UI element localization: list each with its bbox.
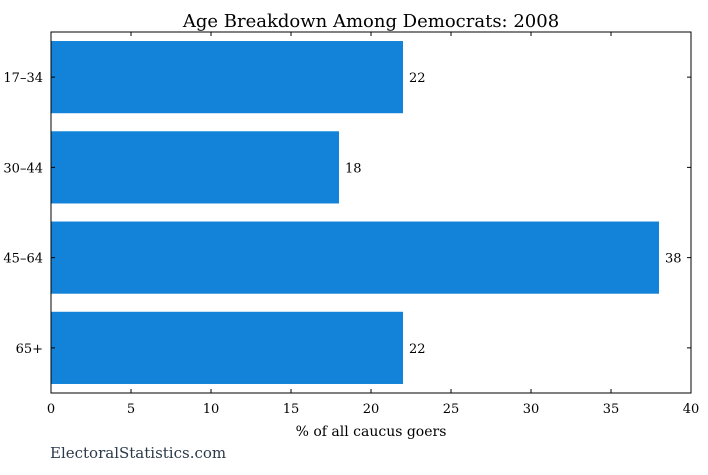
- chart-title: Age Breakdown Among Democrats: 2008: [182, 11, 559, 32]
- x-axis-label: % of all caucus goers: [296, 424, 447, 440]
- y-tick-label-1: 30–44: [3, 161, 43, 176]
- bar-0: [51, 41, 403, 114]
- x-tick-label-8: 40: [683, 402, 700, 417]
- data-label-1: 18: [345, 161, 362, 176]
- data-label-0: 22: [409, 71, 426, 86]
- x-tick-label-4: 20: [363, 402, 380, 417]
- x-tick-label-2: 10: [203, 402, 220, 417]
- plot-frame: [50, 31, 692, 394]
- x-tick-label-0: 0: [47, 402, 55, 417]
- y-tick-label-0: 17–34: [3, 71, 43, 86]
- bar-1: [51, 131, 339, 204]
- bar-2: [51, 221, 659, 294]
- data-label-2: 38: [665, 252, 682, 267]
- x-tick-label-7: 35: [603, 402, 620, 417]
- y-tick-label-3: 65+: [16, 342, 43, 357]
- data-label-3: 22: [409, 342, 426, 357]
- x-tick-label-3: 15: [283, 402, 300, 417]
- x-tick-label-1: 5: [127, 402, 135, 417]
- y-tick-label-2: 45–64: [3, 252, 43, 267]
- source-footer: ElectoralStatistics.com: [50, 444, 227, 462]
- x-tick-label-5: 25: [443, 402, 460, 417]
- x-tick-label-6: 30: [523, 402, 540, 417]
- bar-3: [51, 311, 403, 384]
